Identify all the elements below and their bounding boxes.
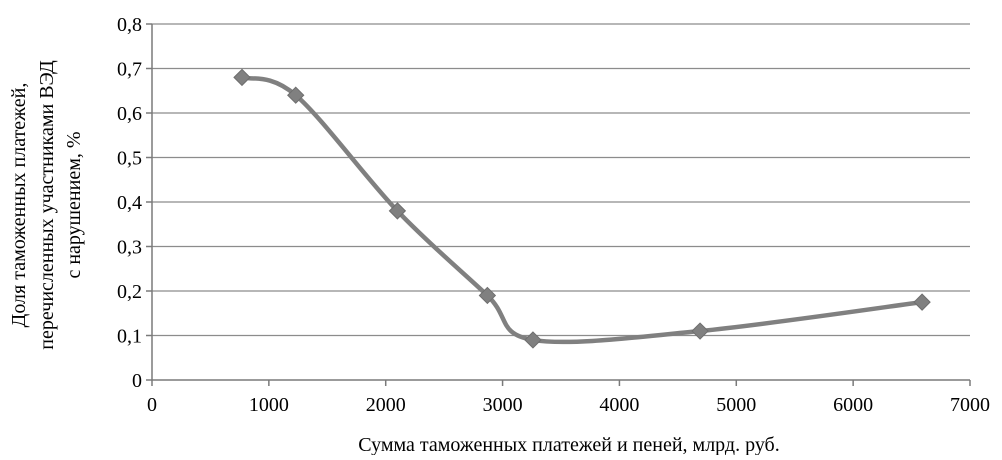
data-point-marker (913, 293, 931, 311)
x-axis-title: Сумма таможенных платежей и пеней, млрд.… (358, 434, 779, 455)
data-point-marker (388, 202, 407, 220)
y-tick-label: 0,6 (117, 103, 142, 125)
y-tick-labels: 0 0,1 0,2 0,3 0,4 0,5 0,6 0,7 0,8 (117, 14, 142, 392)
data-point-marker (524, 331, 542, 349)
data-point-marker (691, 322, 709, 340)
axis-layer (146, 23, 971, 386)
y-axis-title-line-1: Доля таможенных платежей, (8, 83, 30, 328)
data-point-marker (287, 86, 305, 104)
y-tick-label: 0,8 (117, 14, 142, 36)
y-tick-label: 0,1 (117, 326, 142, 348)
series-layer (233, 68, 931, 349)
y-tick-label: 0,2 (117, 281, 142, 303)
data-point-marker (233, 68, 251, 87)
y-tick-label: 0 (132, 370, 142, 392)
x-tick-label: 5000 (716, 394, 756, 416)
x-tick-labels: 0 1000 2000 3000 4000 5000 6000 7000 (147, 394, 990, 416)
y-tick-label: 0,3 (117, 237, 142, 259)
x-tick-label: 1000 (249, 394, 289, 416)
y-tick-label: 0,5 (117, 148, 142, 170)
grid-layer (152, 23, 970, 337)
y-tick-label: 0,4 (117, 192, 142, 214)
x-tick-label: 2000 (366, 394, 406, 416)
y-axis-title-line-2: перечисленных участниками ВЭД (36, 60, 58, 350)
series-line (239, 75, 925, 345)
x-tick-label: 4000 (599, 394, 639, 416)
x-tick-label: 3000 (483, 394, 523, 416)
y-axis-title-line-3: с нарушением, % (63, 131, 85, 278)
x-tick-label: 7000 (950, 394, 990, 416)
x-tick-label: 0 (147, 394, 157, 416)
y-tick-label: 0,7 (117, 59, 142, 81)
data-point-marker (478, 286, 497, 305)
x-tick-label: 6000 (833, 394, 873, 416)
